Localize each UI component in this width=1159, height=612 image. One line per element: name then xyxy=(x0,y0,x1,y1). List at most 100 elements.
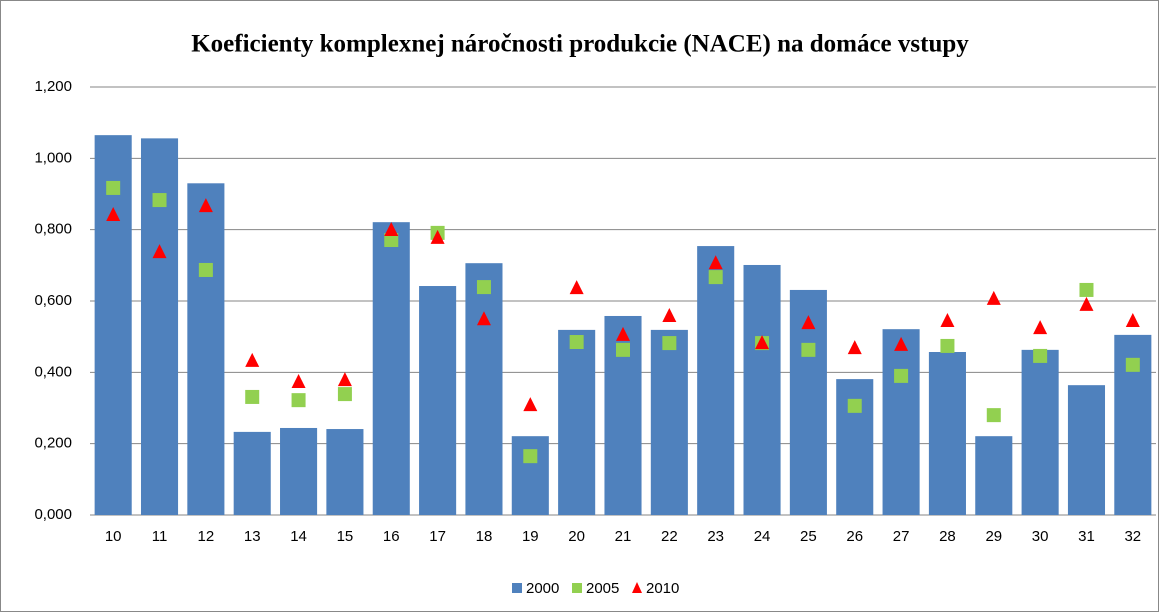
triangle-marker xyxy=(337,372,352,387)
triangle-marker xyxy=(616,326,630,341)
y-tick-label: 0,200 xyxy=(34,435,72,452)
x-tick-label: 31 xyxy=(1078,528,1095,545)
x-tick-label: 18 xyxy=(476,528,493,545)
x-tick-label: 20 xyxy=(568,528,585,545)
bar xyxy=(511,436,549,515)
bar xyxy=(187,183,225,516)
square-marker xyxy=(801,342,816,357)
chart-title: Koeficienty komplexnej náročnosti produk… xyxy=(191,31,969,58)
square-marker xyxy=(708,270,723,285)
bar xyxy=(558,329,596,515)
square-marker xyxy=(1079,282,1094,297)
x-tick-label: 32 xyxy=(1124,528,1141,545)
bar xyxy=(1067,385,1106,515)
triangle-marker xyxy=(569,280,584,295)
triangle-marker xyxy=(894,336,909,351)
bar xyxy=(697,246,735,515)
square-marker xyxy=(523,449,538,464)
x-tick-label: 10 xyxy=(105,528,122,545)
bar xyxy=(743,264,781,515)
square-marker xyxy=(1033,348,1048,363)
legend-label: 2000 xyxy=(526,580,559,597)
square-marker xyxy=(1125,357,1140,372)
x-tick-label: 12 xyxy=(198,528,215,545)
x-tick-label: 29 xyxy=(985,528,1002,545)
triangle-marker xyxy=(384,222,399,237)
triangle-marker xyxy=(940,312,955,327)
legend-label: 2005 xyxy=(586,580,619,597)
x-tick-label: 16 xyxy=(383,528,400,545)
square-marker xyxy=(198,262,213,277)
square-marker xyxy=(616,342,630,357)
triangle-marker xyxy=(430,229,445,244)
triangle-marker xyxy=(291,373,306,388)
bar xyxy=(928,352,966,515)
square-marker xyxy=(569,335,584,350)
square-marker xyxy=(986,408,1001,423)
x-tick-label: 22 xyxy=(661,528,678,545)
x-tick-label: 26 xyxy=(846,528,863,545)
triangle-marker xyxy=(1079,296,1094,311)
square-marker xyxy=(384,233,399,248)
x-tick-label: 23 xyxy=(707,528,724,545)
triangle-marker xyxy=(523,397,538,412)
square-marker xyxy=(245,389,260,404)
square-marker xyxy=(291,393,306,408)
y-tick-label: 1,000 xyxy=(34,149,72,166)
y-tick-label: 0,000 xyxy=(34,506,72,523)
y-tick-label: 0,600 xyxy=(34,292,72,309)
square-marker xyxy=(940,338,955,353)
triangle-marker xyxy=(755,335,770,350)
bar xyxy=(94,135,132,515)
x-tick-label: 25 xyxy=(800,528,817,545)
x-tick-label: 17 xyxy=(429,528,446,545)
triangle-marker xyxy=(198,198,213,213)
legend-label: 2010 xyxy=(646,580,679,597)
x-tick-label: 15 xyxy=(337,528,354,545)
y-tick-label: 0,400 xyxy=(34,363,72,380)
bar xyxy=(650,329,688,515)
bar xyxy=(280,427,318,515)
square-marker xyxy=(476,280,491,295)
x-tick-label: 21 xyxy=(615,528,632,545)
triangle-marker xyxy=(1033,320,1048,335)
legend-symbol xyxy=(632,582,642,593)
triangle-marker xyxy=(1125,312,1140,327)
square-marker xyxy=(337,387,352,402)
square-marker xyxy=(894,368,909,383)
triangle-marker xyxy=(662,307,677,322)
triangle-marker xyxy=(245,352,260,367)
x-tick-label: 27 xyxy=(893,528,910,545)
triangle-marker xyxy=(986,290,1001,305)
bar xyxy=(975,436,1013,515)
x-tick-label: 11 xyxy=(152,528,168,545)
x-tick-label: 30 xyxy=(1032,528,1049,545)
square-marker xyxy=(152,193,167,208)
triangle-marker xyxy=(708,255,723,270)
square-marker xyxy=(847,398,862,413)
x-tick-label: 24 xyxy=(754,528,771,545)
triangle-marker xyxy=(106,207,121,222)
square-marker xyxy=(662,336,677,351)
triangle-marker xyxy=(152,244,167,259)
triangle-marker xyxy=(801,315,816,330)
bar xyxy=(1021,349,1059,515)
x-tick-label: 14 xyxy=(290,528,307,545)
x-tick-label: 19 xyxy=(522,528,539,545)
bar xyxy=(465,263,503,515)
bar xyxy=(419,286,457,515)
bar xyxy=(882,329,920,515)
bar xyxy=(326,429,364,515)
y-tick-label: 0,800 xyxy=(34,221,72,238)
bar xyxy=(372,222,410,515)
x-tick-label: 28 xyxy=(939,528,956,545)
bar xyxy=(233,431,271,515)
legend-symbol xyxy=(572,583,582,593)
triangle-marker xyxy=(847,340,862,355)
square-marker xyxy=(106,180,121,195)
legend-symbol xyxy=(512,583,522,593)
y-tick-label: 1,200 xyxy=(34,78,72,95)
x-tick-label: 13 xyxy=(244,528,261,545)
